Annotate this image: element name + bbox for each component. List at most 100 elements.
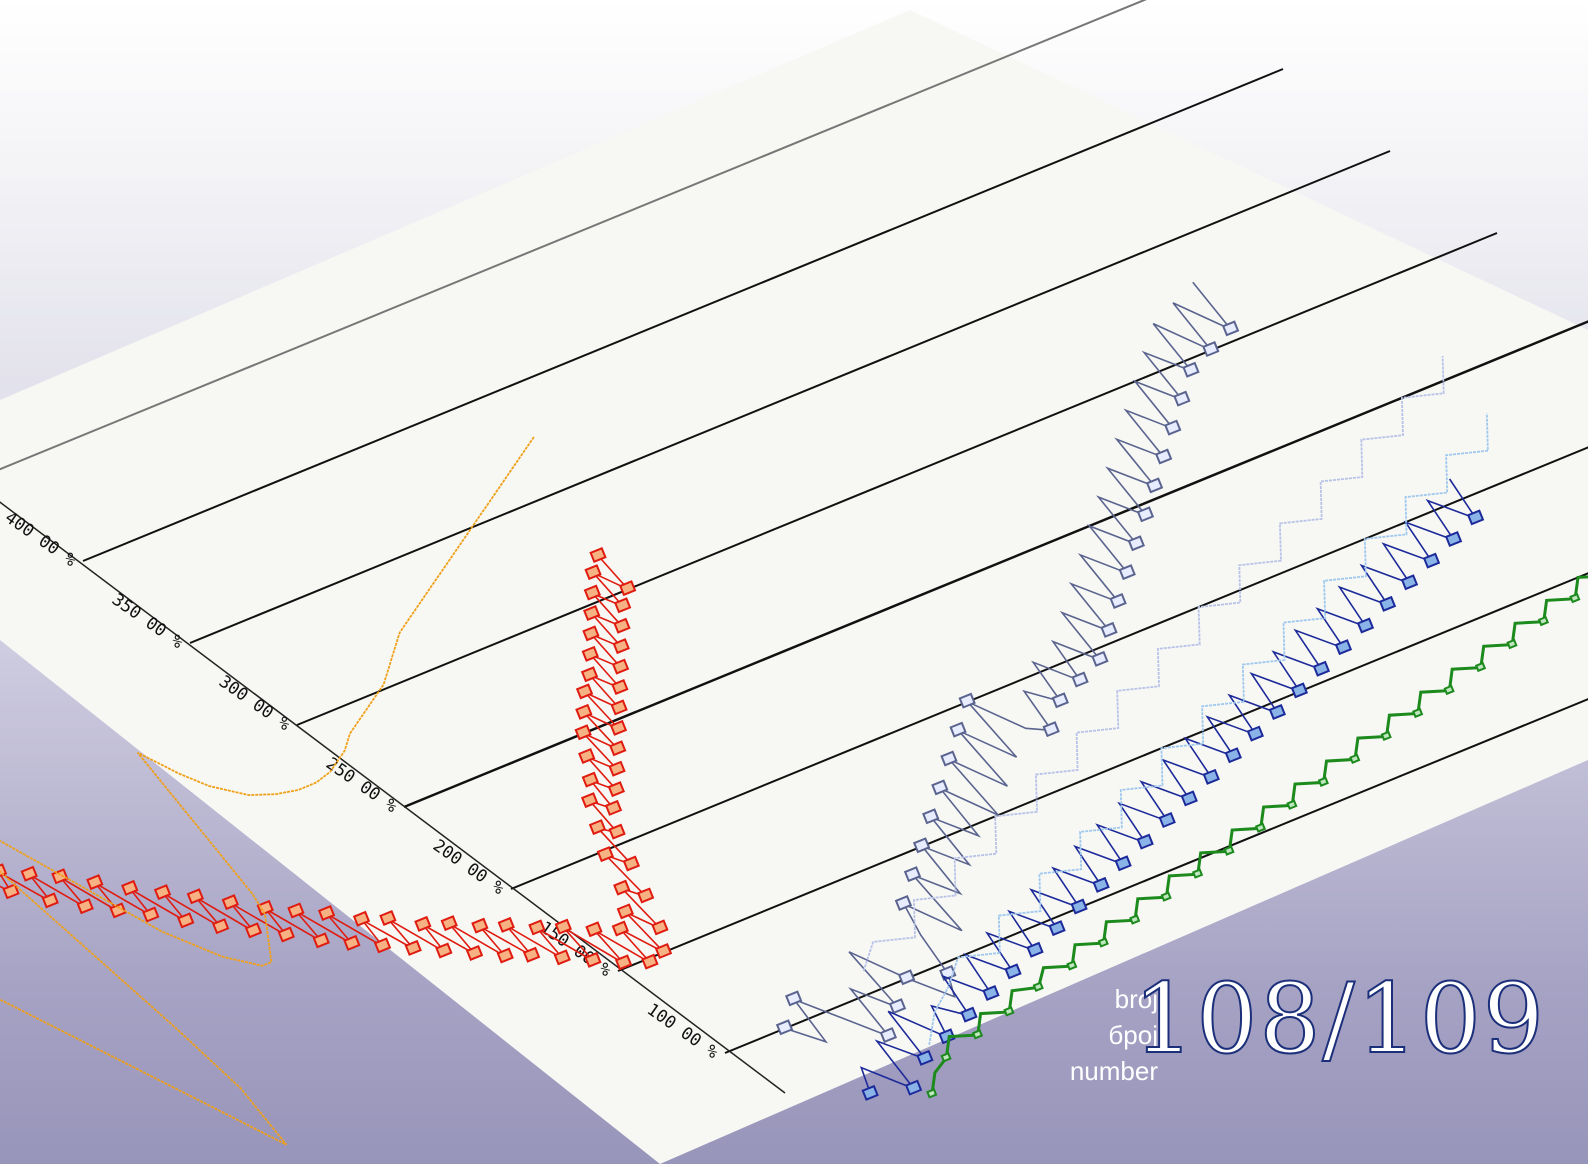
data-point-red <box>343 934 361 951</box>
data-point-navy <box>1356 617 1375 634</box>
data-point-red <box>610 699 628 716</box>
data-point-red <box>575 683 594 700</box>
data-point-red <box>379 910 397 927</box>
data-point-red <box>612 638 630 655</box>
issue-label: broj број number 108/109 <box>968 962 1588 1164</box>
data-point-red <box>616 903 634 920</box>
data-point-slate <box>1109 593 1127 610</box>
data-point-green <box>1003 1006 1015 1017</box>
data-point-red <box>578 747 596 764</box>
data-point-green <box>926 1088 938 1099</box>
data-point-slate <box>958 692 976 709</box>
data-point-navy <box>1026 941 1044 958</box>
grid-line <box>296 232 1498 726</box>
data-point-red <box>613 617 631 634</box>
data-point-red <box>585 921 603 938</box>
data-point-red <box>465 945 484 962</box>
data-point-green <box>1317 776 1329 787</box>
data-point-slate <box>940 750 958 767</box>
data-point-red <box>553 949 571 966</box>
data-point-red <box>622 855 641 872</box>
data-point-red <box>287 902 305 919</box>
data-point-red <box>244 922 263 939</box>
data-point-red <box>582 604 601 621</box>
data-point-green <box>1569 592 1581 604</box>
data-point-red <box>588 819 607 836</box>
data-point-red <box>277 926 295 943</box>
data-point-navy <box>904 1079 923 1096</box>
data-point-slate <box>1091 650 1109 667</box>
data-point-red <box>76 898 94 915</box>
data-point-red <box>613 879 631 896</box>
data-point-slate <box>888 998 907 1015</box>
data-point-green <box>1380 730 1392 742</box>
data-point-green <box>1160 891 1172 902</box>
data-point-red <box>582 625 600 642</box>
data-point-slate <box>1100 621 1118 638</box>
data-point-navy <box>1180 790 1198 807</box>
data-point-slate <box>1051 692 1069 709</box>
data-point-navy <box>1048 920 1066 937</box>
data-point-red <box>609 719 628 736</box>
series-line-light_blue <box>928 413 1489 1045</box>
data-point-red <box>636 887 655 904</box>
data-point-green <box>1254 822 1267 833</box>
series-line-green <box>930 575 1588 1095</box>
data-point-slate <box>1154 448 1173 465</box>
data-point-red <box>583 584 602 601</box>
data-point-slate <box>903 866 922 883</box>
data-point-red <box>584 951 602 968</box>
data-point-navy <box>1334 639 1353 656</box>
data-point-slate <box>775 1019 794 1036</box>
data-point-red <box>435 942 453 959</box>
data-point-red <box>581 645 599 662</box>
data-point-slate <box>949 721 967 738</box>
data-point-red <box>580 666 599 683</box>
word-number: number <box>1069 1056 1158 1086</box>
data-point-green <box>1191 868 1204 879</box>
data-point-red <box>471 917 489 934</box>
data-point-red <box>153 884 172 901</box>
data-point-slate <box>922 808 940 825</box>
data-point-red <box>607 781 626 798</box>
data-point-slate <box>879 1027 898 1044</box>
data-point-red <box>2 883 20 900</box>
grid-lines <box>0 0 1588 1094</box>
data-point-red <box>404 939 422 956</box>
data-point-navy <box>1224 747 1242 764</box>
data-point-red <box>611 678 629 695</box>
data-point-red <box>497 916 515 933</box>
data-point-red <box>522 946 541 963</box>
data-point-red <box>186 888 205 905</box>
data-point-red <box>618 580 637 597</box>
data-point-slate <box>894 895 913 912</box>
data-point-navy <box>861 1084 879 1101</box>
data-point-red <box>613 597 632 614</box>
data-point-red <box>496 947 514 964</box>
data-point-slate <box>1042 721 1060 738</box>
data-point-red <box>580 792 599 809</box>
data-point-green <box>940 1052 952 1063</box>
data-point-red <box>596 846 614 863</box>
data-point-red <box>86 874 104 891</box>
data-point-red <box>41 892 59 909</box>
data-point-red <box>611 658 630 675</box>
data-point-green <box>1032 981 1044 992</box>
data-point-red <box>373 937 392 954</box>
data-point-navy <box>1422 552 1441 569</box>
data-point-slate <box>784 990 803 1007</box>
data-point-red <box>212 918 230 935</box>
data-point-red <box>440 915 458 932</box>
data-point-green <box>971 1029 984 1040</box>
data-point-red <box>414 915 432 932</box>
data-point-red <box>221 894 239 911</box>
data-point-green <box>1066 960 1078 971</box>
data-series <box>0 281 1588 1146</box>
data-point-navy <box>1092 876 1110 893</box>
data-point-red <box>528 919 546 936</box>
data-point-slate <box>1118 564 1136 581</box>
data-point-navy <box>1290 682 1309 699</box>
data-point-red <box>312 932 330 949</box>
